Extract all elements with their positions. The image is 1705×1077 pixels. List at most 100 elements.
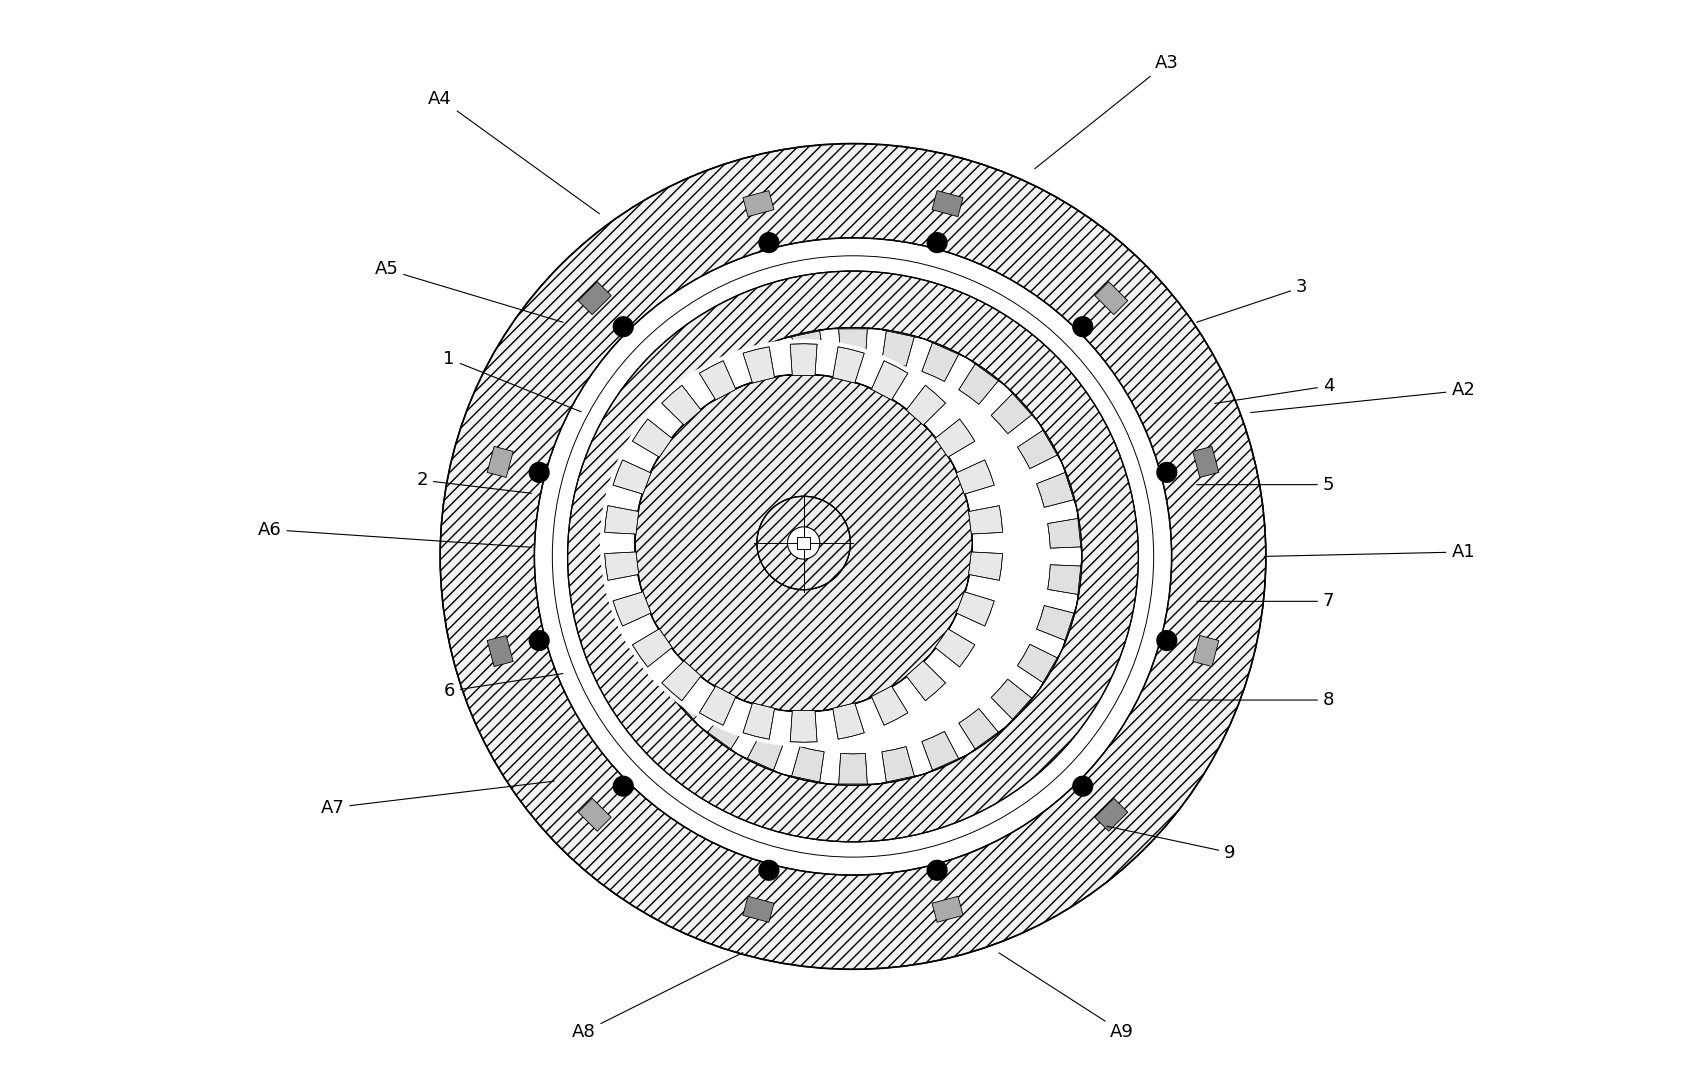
- Circle shape: [1072, 777, 1091, 796]
- Polygon shape: [1016, 422, 1062, 468]
- FancyBboxPatch shape: [578, 798, 610, 831]
- Polygon shape: [783, 746, 829, 784]
- Polygon shape: [667, 387, 714, 434]
- FancyBboxPatch shape: [488, 446, 513, 477]
- Circle shape: [529, 462, 549, 482]
- Text: A4: A4: [428, 89, 598, 213]
- Polygon shape: [929, 621, 974, 667]
- Polygon shape: [929, 419, 974, 464]
- Polygon shape: [991, 387, 1038, 434]
- Polygon shape: [958, 709, 1006, 755]
- Polygon shape: [699, 709, 747, 755]
- Text: A9: A9: [999, 953, 1134, 1041]
- FancyBboxPatch shape: [1095, 798, 1127, 831]
- FancyBboxPatch shape: [931, 896, 963, 922]
- Polygon shape: [1037, 604, 1076, 649]
- Text: 6: 6: [443, 673, 563, 700]
- Bar: [796, 536, 810, 549]
- Polygon shape: [604, 543, 639, 584]
- Polygon shape: [824, 701, 864, 739]
- Text: 7: 7: [1197, 592, 1333, 611]
- Polygon shape: [921, 339, 967, 381]
- FancyBboxPatch shape: [1192, 446, 1217, 477]
- Circle shape: [928, 861, 946, 880]
- Polygon shape: [876, 328, 922, 366]
- Polygon shape: [662, 386, 708, 431]
- Circle shape: [600, 339, 1006, 746]
- Polygon shape: [743, 701, 783, 739]
- Polygon shape: [667, 680, 714, 727]
- Wedge shape: [568, 271, 1137, 842]
- Polygon shape: [633, 621, 677, 667]
- Polygon shape: [738, 731, 784, 774]
- Polygon shape: [1016, 644, 1062, 691]
- Circle shape: [788, 527, 820, 559]
- Circle shape: [928, 233, 946, 252]
- FancyBboxPatch shape: [1095, 282, 1127, 314]
- Polygon shape: [643, 422, 689, 468]
- Polygon shape: [743, 347, 783, 386]
- Polygon shape: [876, 746, 922, 784]
- Circle shape: [614, 777, 633, 796]
- FancyBboxPatch shape: [742, 896, 774, 922]
- Polygon shape: [633, 419, 677, 464]
- Circle shape: [757, 496, 849, 590]
- Polygon shape: [967, 503, 1003, 543]
- Text: A8: A8: [571, 952, 742, 1041]
- Polygon shape: [783, 711, 824, 742]
- Text: A7: A7: [321, 781, 554, 816]
- Wedge shape: [634, 375, 972, 712]
- Text: A1: A1: [1263, 543, 1475, 561]
- Polygon shape: [899, 655, 945, 701]
- Text: 1: 1: [443, 350, 581, 411]
- Circle shape: [759, 233, 777, 252]
- Polygon shape: [699, 359, 747, 404]
- Circle shape: [1072, 317, 1091, 337]
- Polygon shape: [1047, 508, 1081, 557]
- Polygon shape: [629, 463, 668, 508]
- Polygon shape: [604, 503, 639, 543]
- Polygon shape: [829, 328, 876, 360]
- Text: A6: A6: [257, 520, 532, 547]
- Polygon shape: [629, 604, 668, 649]
- Circle shape: [759, 861, 777, 880]
- Text: A2: A2: [1250, 381, 1475, 412]
- Polygon shape: [699, 682, 743, 725]
- Circle shape: [1156, 462, 1176, 482]
- Circle shape: [529, 631, 549, 651]
- Text: A3: A3: [1033, 54, 1178, 169]
- Text: 5: 5: [1197, 476, 1333, 493]
- Polygon shape: [624, 508, 658, 557]
- Polygon shape: [783, 328, 829, 366]
- Text: 4: 4: [1214, 377, 1333, 404]
- Circle shape: [552, 255, 1153, 857]
- Polygon shape: [738, 339, 784, 381]
- Polygon shape: [612, 460, 653, 503]
- Polygon shape: [958, 359, 1006, 404]
- Wedge shape: [440, 143, 1265, 969]
- Circle shape: [1156, 631, 1176, 651]
- Text: 2: 2: [416, 471, 532, 493]
- Text: 8: 8: [1187, 691, 1333, 709]
- Polygon shape: [899, 386, 945, 431]
- Polygon shape: [953, 584, 994, 626]
- Polygon shape: [699, 361, 743, 404]
- Polygon shape: [863, 682, 907, 725]
- Polygon shape: [643, 644, 689, 691]
- Polygon shape: [612, 584, 653, 626]
- Polygon shape: [662, 655, 708, 701]
- Text: A5: A5: [373, 261, 563, 322]
- FancyBboxPatch shape: [1192, 635, 1217, 667]
- Polygon shape: [921, 731, 967, 774]
- FancyBboxPatch shape: [931, 191, 963, 216]
- FancyBboxPatch shape: [488, 635, 513, 667]
- Polygon shape: [967, 543, 1003, 584]
- Polygon shape: [829, 754, 876, 785]
- Text: 9: 9: [1107, 826, 1234, 862]
- Polygon shape: [1037, 463, 1076, 508]
- Polygon shape: [824, 347, 864, 386]
- FancyBboxPatch shape: [742, 191, 774, 216]
- Polygon shape: [624, 557, 658, 604]
- Polygon shape: [953, 460, 994, 503]
- Text: 3: 3: [1195, 278, 1306, 322]
